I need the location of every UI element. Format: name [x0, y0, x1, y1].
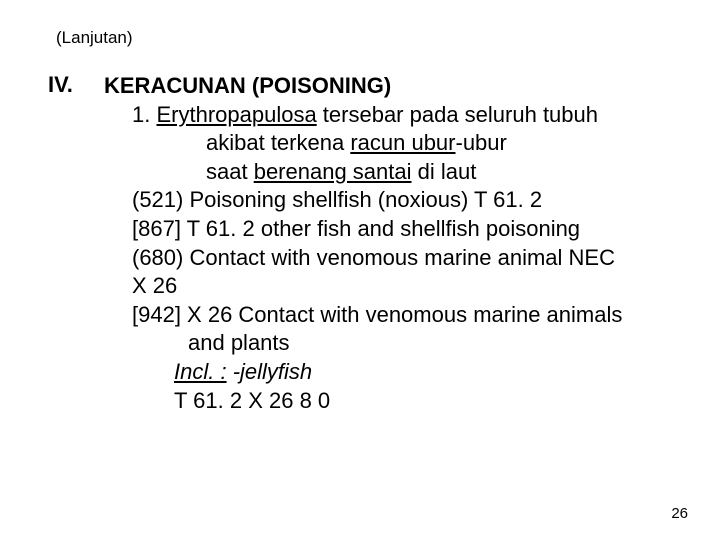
line-5: [867] T 61. 2 other fish and shellfish p…	[104, 215, 680, 244]
roman-numeral: IV.	[48, 72, 104, 98]
line-2-a: akibat terkena	[206, 130, 350, 155]
line-8: [942] X 26 Contact with venomous marine …	[104, 301, 680, 330]
line-9: and plants	[104, 329, 680, 358]
line-3-c: di laut	[412, 159, 477, 184]
line-3-a: saat	[206, 159, 254, 184]
header-text: (Lanjutan)	[56, 28, 133, 47]
main-content-row: IV. KERACUNAN (POISONING) 1. Erythropapu…	[48, 72, 680, 415]
continuation-header: (Lanjutan)	[56, 28, 680, 48]
line-7: X 26	[104, 272, 680, 301]
line-3-underline: berenang santai	[254, 159, 412, 184]
section-title: KERACUNAN (POISONING)	[104, 72, 680, 101]
content-block: KERACUNAN (POISONING) 1. Erythropapulosa…	[104, 72, 680, 415]
line-6: (680) Contact with venomous marine anima…	[104, 244, 680, 273]
line-1-num: 1.	[132, 102, 156, 127]
line-3: saat berenang santai di laut	[104, 158, 680, 187]
line-2-underline: racun ubur	[350, 130, 455, 155]
line-2-c: -ubur	[456, 130, 507, 155]
line-2: akibat terkena racun ubur-ubur	[104, 129, 680, 158]
line-10: Incl. : -jellyfish	[104, 358, 680, 387]
page-number: 26	[671, 505, 688, 522]
line-1-underline: Erythropapulosa	[156, 102, 316, 127]
line-1-rest: tersebar pada seluruh tubuh	[317, 102, 598, 127]
line-10-dash: -	[227, 359, 240, 384]
line-1: 1. Erythropapulosa tersebar pada seluruh…	[104, 101, 680, 130]
line-4: (521) Poisoning shellfish (noxious) T 61…	[104, 186, 680, 215]
line-11: T 61. 2 X 26 8 0	[104, 387, 680, 416]
line-10-jelly: jellyfish	[240, 359, 312, 384]
line-10-incl: Incl. :	[174, 359, 227, 384]
